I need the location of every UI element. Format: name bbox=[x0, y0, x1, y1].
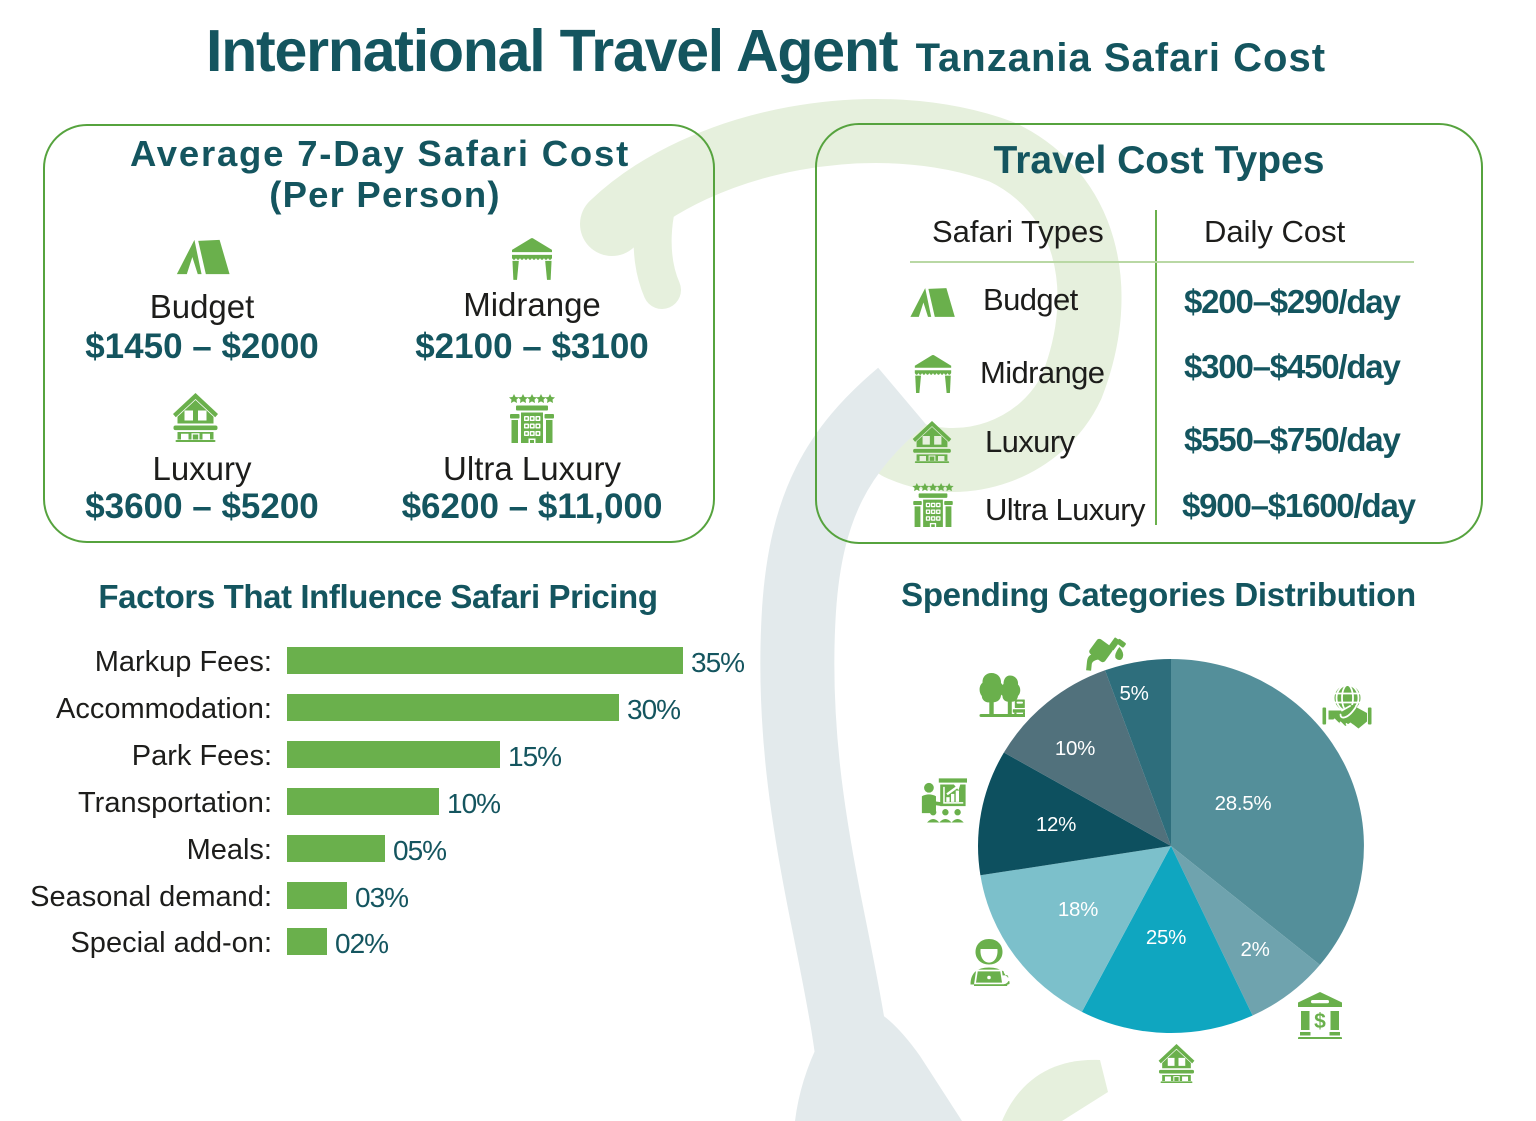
svg-text:10%: 10% bbox=[1055, 737, 1095, 760]
svg-text:12%: 12% bbox=[1036, 813, 1076, 836]
svg-text:18%: 18% bbox=[1058, 898, 1098, 921]
svg-text:25%: 25% bbox=[1146, 926, 1186, 949]
svg-text:2%: 2% bbox=[1240, 938, 1269, 961]
svg-text:$: $ bbox=[1314, 1010, 1326, 1033]
svg-text:5%: 5% bbox=[1119, 682, 1148, 705]
svg-text:28.5%: 28.5% bbox=[1215, 792, 1272, 815]
